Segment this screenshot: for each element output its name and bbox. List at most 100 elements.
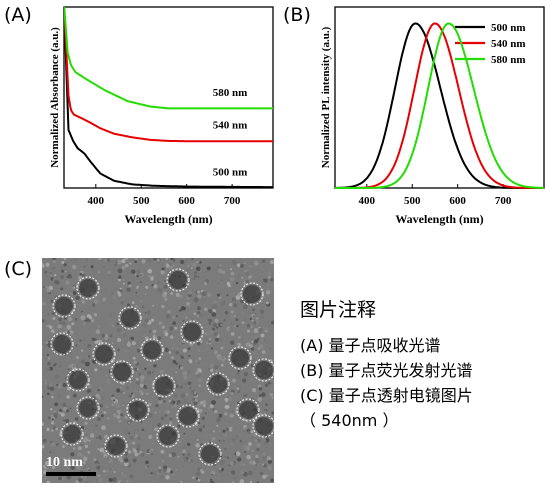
- tem-grain: [193, 277, 196, 280]
- tem-grain: [98, 325, 101, 328]
- tem-grain: [237, 370, 240, 373]
- tem-grain: [69, 291, 73, 296]
- tem-grain: [165, 313, 171, 319]
- tem-particle-outline: [176, 404, 200, 428]
- tem-grain: [130, 336, 135, 341]
- tem-grain: [62, 445, 65, 448]
- tem-grain: [44, 428, 47, 431]
- tem-grain: [193, 391, 197, 395]
- tem-particle-outline: [126, 398, 150, 422]
- tem-grain: [230, 322, 233, 325]
- tem-grain: [137, 348, 141, 353]
- tem-grain: [97, 448, 100, 451]
- tem-grain: [198, 384, 201, 387]
- tem-grain: [51, 310, 54, 313]
- tem-grain: [219, 264, 222, 267]
- tem-grain: [52, 330, 55, 333]
- tem-grain: [195, 477, 199, 480]
- tem-grain: [247, 329, 251, 333]
- tem-grain: [258, 394, 262, 397]
- tem-grain: [185, 456, 189, 460]
- tem-grain: [262, 410, 266, 414]
- tem-grain: [210, 347, 213, 350]
- tem-grain: [121, 434, 126, 439]
- tem-grain: [233, 303, 237, 307]
- tem-grain: [213, 332, 219, 337]
- tem-grain: [59, 383, 62, 386]
- tem-grain: [51, 361, 55, 365]
- tem-grain: [94, 368, 98, 372]
- tem-grain: [243, 372, 249, 377]
- tem-grain: [246, 323, 251, 328]
- tem-grain: [158, 321, 163, 325]
- tem-grain: [263, 457, 267, 461]
- tem-grain: [211, 391, 214, 394]
- caption-line-b: (B) 量子点荧光发射光谱: [300, 361, 473, 380]
- tem-grain: [164, 332, 169, 337]
- tem-grain: [267, 465, 273, 471]
- tem-grain: [44, 382, 47, 385]
- tem-grain: [230, 332, 235, 336]
- tem-grain: [219, 460, 225, 465]
- tem-grain: [50, 408, 53, 411]
- tem-grain: [76, 348, 79, 351]
- tem-grain: [134, 260, 137, 263]
- tem-grain: [175, 350, 180, 355]
- tem-grain: [251, 450, 254, 453]
- tem-grain: [116, 323, 119, 325]
- tem-grain: [258, 327, 263, 332]
- tem-grain: [49, 325, 53, 329]
- tem-grain: [208, 294, 212, 298]
- tem-grain: [236, 435, 239, 438]
- tem-grain: [201, 470, 205, 474]
- tem-grain: [117, 456, 123, 462]
- tem-grain: [144, 293, 147, 295]
- tem-grain: [229, 413, 234, 418]
- tem-grain: [98, 387, 104, 392]
- tem-grain: [61, 321, 66, 326]
- tem-particle: [243, 285, 261, 303]
- tem-grain: [187, 381, 192, 385]
- tem-grain: [99, 404, 103, 408]
- tem-grain: [148, 275, 151, 278]
- tem-grain: [141, 428, 145, 432]
- tem-grain: [218, 430, 221, 433]
- tem-grain: [230, 268, 232, 271]
- tem-grain: [151, 449, 154, 451]
- tem-grain: [158, 396, 162, 401]
- tem-grain: [192, 397, 196, 401]
- tem-grain: [103, 411, 107, 414]
- tem-grain: [117, 359, 121, 364]
- tem-grain: [266, 301, 269, 305]
- tem-grain: [230, 271, 235, 276]
- tem-grain: [191, 262, 197, 268]
- tem-grain: [101, 425, 106, 431]
- tem-grain: [106, 258, 111, 262]
- tem-grain: [186, 264, 190, 268]
- tem-grain: [143, 312, 146, 315]
- tem-grain: [241, 321, 245, 325]
- tem-grain: [258, 386, 263, 391]
- tem-grain: [117, 260, 122, 265]
- tem-grain: [128, 432, 131, 435]
- tem-grain: [102, 402, 107, 406]
- tem-grain: [124, 350, 128, 353]
- tem-grain: [216, 326, 219, 329]
- tem-grain: [155, 403, 159, 408]
- tem-particle-outline: [52, 294, 76, 318]
- tem-grain: [95, 478, 99, 482]
- tem-grain: [108, 477, 113, 483]
- tem-grain: [54, 295, 58, 299]
- tem-grain: [205, 258, 208, 261]
- tem-grain: [64, 463, 68, 467]
- tem-grain: [249, 265, 252, 268]
- tem-grain: [121, 346, 124, 349]
- tem-grain: [60, 275, 64, 279]
- tem-grain: [261, 392, 266, 397]
- tem-grain: [66, 284, 71, 289]
- tem-grain: [84, 444, 88, 448]
- tem-grain: [168, 351, 172, 354]
- tem-grain: [147, 370, 152, 375]
- tem-grain: [144, 386, 148, 389]
- tem-grain: [51, 395, 54, 399]
